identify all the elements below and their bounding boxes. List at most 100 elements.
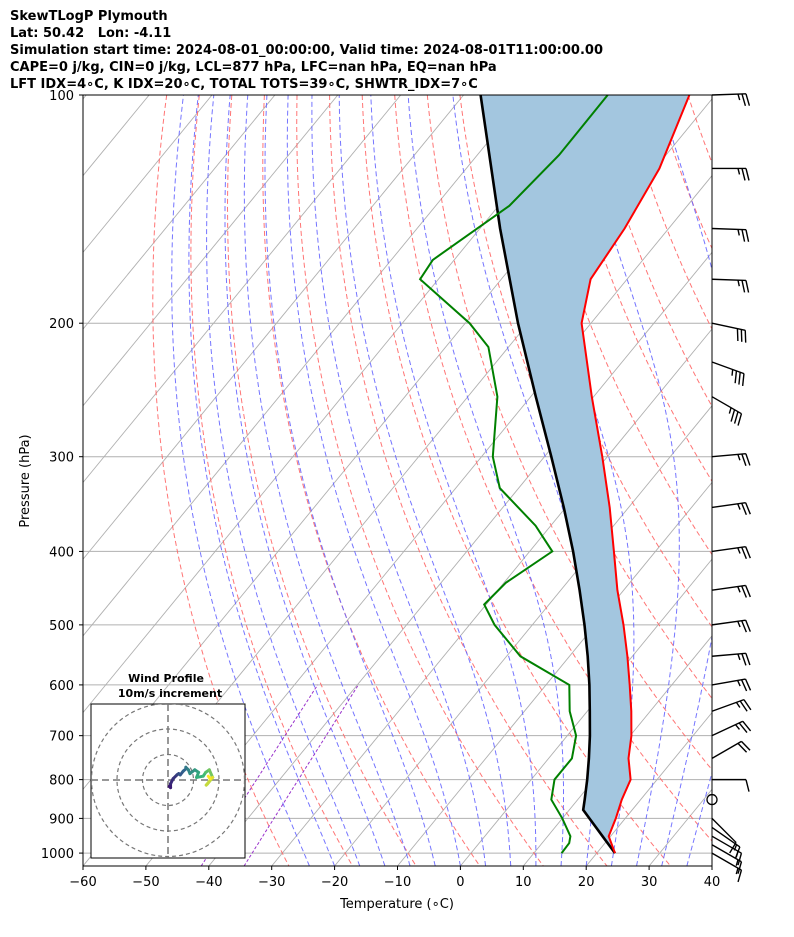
barb-half-flag — [735, 701, 741, 708]
wind-barb — [711, 453, 751, 467]
wind-barb — [711, 93, 751, 107]
y-tick-label: 700 — [49, 730, 74, 745]
wind-barbs — [706, 93, 752, 883]
wind-profile-inset: Wind Profile 10m/s increment — [90, 672, 246, 859]
y-tick-label: 600 — [49, 679, 74, 694]
dry-adiabat — [394, 95, 712, 842]
barb-flag — [742, 720, 752, 732]
barb-half-flag — [737, 653, 741, 661]
barb-flag — [741, 93, 747, 107]
barb-shaft — [711, 678, 746, 686]
barb-flag — [741, 373, 745, 386]
barb-flag — [734, 846, 741, 859]
moist-adiabat — [171, 95, 310, 866]
barb-flag — [743, 699, 752, 711]
barb-flag — [741, 503, 747, 516]
barb-flag — [737, 861, 743, 874]
barb-flag — [741, 653, 747, 666]
wind-barb — [711, 678, 752, 692]
isotherm — [145, 174, 712, 866]
barb-shaft — [711, 652, 746, 657]
moist-adiabat — [659, 95, 712, 866]
moist-adiabat — [188, 95, 336, 866]
dry-adiabat — [262, 95, 481, 866]
moist-adiabat — [243, 95, 411, 866]
x-tick-label: −30 — [258, 875, 285, 890]
barb-flag — [745, 653, 751, 666]
barb-flag — [744, 678, 752, 691]
barb-flag — [741, 546, 747, 559]
dry-adiabat — [753, 95, 794, 866]
time-line: Simulation start time: 2024-08-01_00:00:… — [10, 43, 603, 58]
y-axis-ticks: 1000 900 800 700 600 500 400 300 200 100 — [41, 89, 83, 862]
barb-flag — [741, 229, 746, 242]
barb-half-flag — [735, 867, 739, 875]
wind-barb — [711, 720, 752, 737]
wind-barb — [711, 619, 751, 633]
barb-flag — [741, 585, 747, 598]
barb-flag — [738, 372, 741, 385]
isotherm — [83, 95, 213, 254]
isotherm — [397, 481, 712, 866]
isotherm — [208, 251, 712, 866]
wind-profile-segment — [206, 774, 212, 781]
barb-half-flag — [737, 168, 741, 175]
barb-shaft — [711, 584, 746, 591]
dry-adiabat — [152, 95, 290, 866]
wind-barb — [711, 545, 751, 559]
wind-barb — [711, 844, 743, 874]
moist-adiabat — [370, 95, 537, 866]
barb-shaft — [711, 545, 746, 553]
inset-title: Wind Profile — [128, 672, 204, 685]
barb-half-flag — [733, 844, 738, 851]
wind-barb — [711, 396, 743, 426]
indices-line: LFT IDX=4∘C, K IDX=20∘C, TOTAL TOTS=39∘C… — [10, 77, 478, 92]
wind-barb — [711, 322, 747, 343]
moist-adiabat — [311, 95, 487, 866]
barb-flag — [737, 413, 743, 426]
dry-adiabat — [190, 95, 353, 866]
x-tick-label: −20 — [321, 875, 348, 890]
barb-flag — [745, 502, 751, 515]
barb-flag — [739, 700, 748, 712]
dry-adiabat — [361, 95, 671, 866]
wind-barb — [711, 227, 750, 242]
wind-barb — [711, 817, 737, 854]
barb-shaft — [711, 227, 747, 231]
barb-half-flag — [737, 547, 741, 554]
mixing-ratio-line — [200, 684, 319, 866]
barb-shaft — [711, 844, 742, 863]
dry-adiabat — [296, 95, 544, 866]
mixing-ratio-line — [243, 684, 359, 866]
moist-adiabat — [338, 95, 512, 866]
barb-half-flag — [737, 620, 741, 628]
wind-barb — [711, 278, 750, 293]
barb-flag — [745, 546, 751, 559]
moist-adiabat — [407, 95, 564, 866]
x-tick-label: −60 — [69, 875, 96, 890]
x-tick-label: 10 — [515, 875, 532, 890]
cin-shading — [480, 95, 690, 854]
barb-flag — [741, 168, 746, 181]
x-tick-label: 40 — [704, 875, 721, 890]
barb-shaft — [711, 322, 746, 331]
barb-flag — [729, 842, 737, 854]
barb-shaft — [711, 619, 746, 626]
x-tick-label: −50 — [132, 875, 159, 890]
barb-half-flag — [735, 724, 741, 730]
y-tick-label: 300 — [49, 451, 74, 466]
y-tick-label: 100 — [49, 89, 74, 104]
barb-half-flag — [735, 859, 739, 866]
wind-barb — [712, 778, 750, 792]
isotherm — [83, 95, 464, 560]
x-tick-label: 0 — [456, 875, 464, 890]
parcel-path-line — [479, 95, 617, 854]
barb-half-flag — [737, 454, 741, 461]
y-tick-label: 400 — [49, 545, 74, 560]
wind-barb — [712, 167, 750, 181]
moist-adiabat — [206, 95, 361, 866]
barb-flag — [741, 620, 747, 633]
dry-adiabat — [721, 95, 794, 866]
dry-adiabat — [226, 95, 417, 866]
